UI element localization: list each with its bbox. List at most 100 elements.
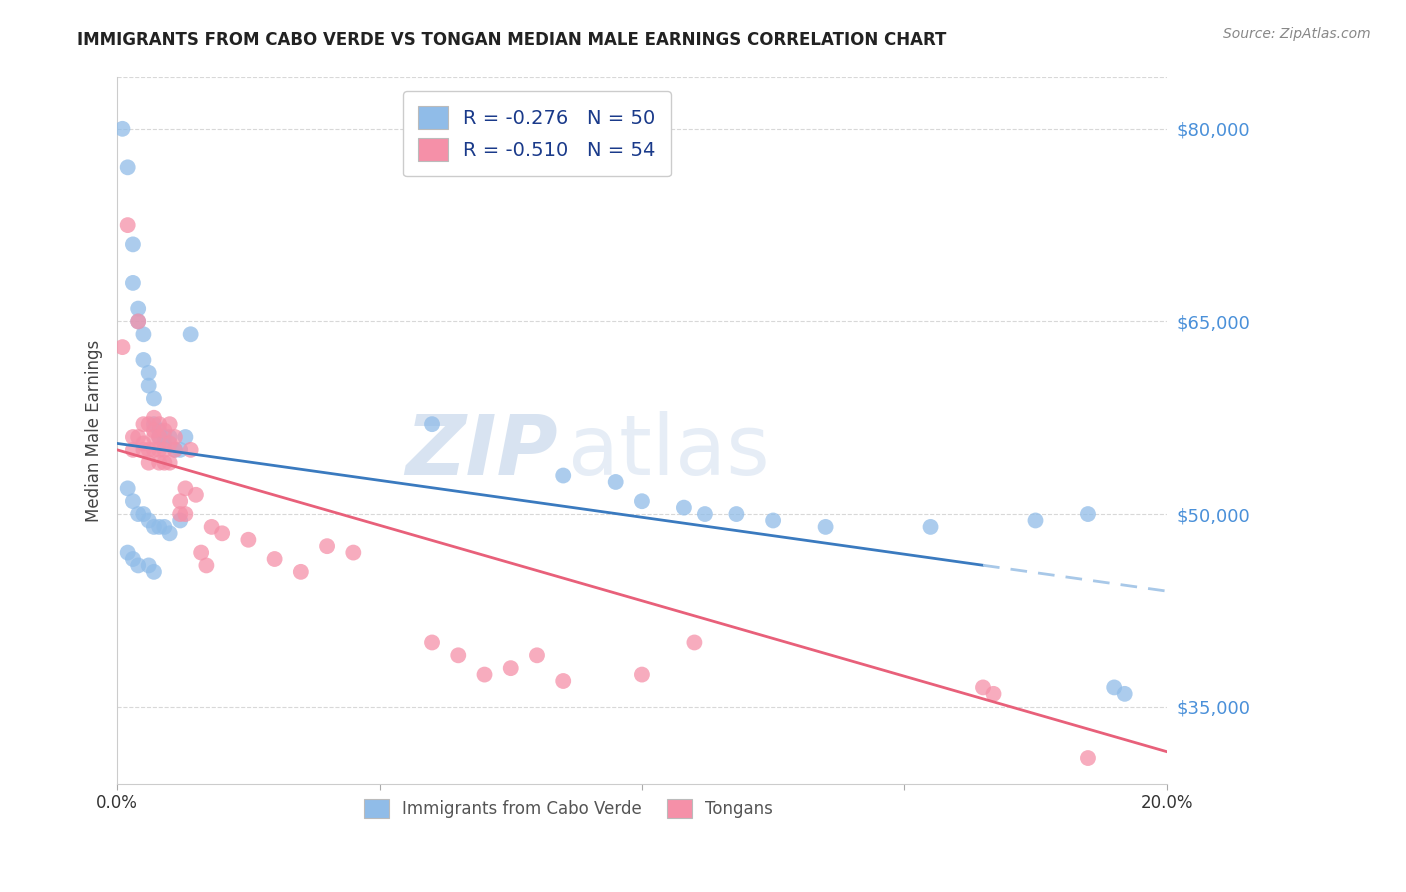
Point xyxy=(169,442,191,457)
Point xyxy=(983,687,1005,701)
Point xyxy=(122,237,145,252)
Point xyxy=(169,507,191,521)
Legend: Immigrants from Cabo Verde, Tongans: Immigrants from Cabo Verde, Tongans xyxy=(357,792,780,825)
Point xyxy=(1114,687,1136,701)
Point xyxy=(153,456,176,470)
Point xyxy=(148,430,170,444)
Point xyxy=(725,507,748,521)
Point xyxy=(127,314,149,328)
Point xyxy=(142,520,165,534)
Point xyxy=(127,314,149,328)
Point xyxy=(163,442,186,457)
Point xyxy=(153,436,176,450)
Point xyxy=(447,648,470,663)
Point xyxy=(153,424,176,438)
Point xyxy=(142,430,165,444)
Point xyxy=(683,635,706,649)
Point xyxy=(553,468,575,483)
Point xyxy=(127,507,149,521)
Point xyxy=(169,494,191,508)
Point xyxy=(201,520,224,534)
Point xyxy=(127,558,149,573)
Point xyxy=(526,648,548,663)
Point xyxy=(762,513,785,527)
Point xyxy=(132,436,155,450)
Point xyxy=(631,494,654,508)
Point xyxy=(420,417,443,432)
Point xyxy=(180,327,202,342)
Point xyxy=(122,430,145,444)
Point xyxy=(1077,507,1099,521)
Point xyxy=(142,417,165,432)
Point xyxy=(290,565,312,579)
Point xyxy=(553,673,575,688)
Point xyxy=(127,301,149,316)
Point xyxy=(814,520,837,534)
Point xyxy=(142,410,165,425)
Point xyxy=(111,121,134,136)
Point xyxy=(499,661,522,675)
Point xyxy=(132,327,155,342)
Point xyxy=(138,378,160,392)
Point xyxy=(163,430,186,444)
Point xyxy=(122,494,145,508)
Point xyxy=(148,430,170,444)
Point xyxy=(153,442,176,457)
Point xyxy=(117,545,139,559)
Point xyxy=(972,681,994,695)
Text: atlas: atlas xyxy=(568,411,770,492)
Point xyxy=(117,161,139,175)
Point xyxy=(159,430,181,444)
Point xyxy=(142,392,165,406)
Point xyxy=(138,513,160,527)
Point xyxy=(474,667,496,681)
Point xyxy=(211,526,233,541)
Point xyxy=(342,545,364,559)
Point xyxy=(605,475,627,489)
Point xyxy=(163,442,186,457)
Point xyxy=(153,430,176,444)
Point xyxy=(142,442,165,457)
Text: Source: ZipAtlas.com: Source: ZipAtlas.com xyxy=(1223,27,1371,41)
Point xyxy=(920,520,942,534)
Point xyxy=(174,482,197,496)
Point xyxy=(132,507,155,521)
Point xyxy=(138,417,160,432)
Point xyxy=(195,558,218,573)
Point xyxy=(127,430,149,444)
Point xyxy=(148,520,170,534)
Point xyxy=(169,513,191,527)
Point xyxy=(263,552,285,566)
Point xyxy=(122,442,145,457)
Point xyxy=(138,558,160,573)
Point xyxy=(316,539,339,553)
Point xyxy=(190,545,212,559)
Text: ZIP: ZIP xyxy=(405,411,558,492)
Point xyxy=(148,456,170,470)
Point xyxy=(148,417,170,432)
Point xyxy=(420,635,443,649)
Point xyxy=(174,507,197,521)
Point xyxy=(1102,681,1125,695)
Point xyxy=(117,482,139,496)
Point xyxy=(132,442,155,457)
Point xyxy=(672,500,695,515)
Point xyxy=(138,366,160,380)
Point xyxy=(174,430,197,444)
Point xyxy=(180,442,202,457)
Text: IMMIGRANTS FROM CABO VERDE VS TONGAN MEDIAN MALE EARNINGS CORRELATION CHART: IMMIGRANTS FROM CABO VERDE VS TONGAN MED… xyxy=(77,31,946,49)
Point xyxy=(1077,751,1099,765)
Point xyxy=(148,424,170,438)
Point xyxy=(159,436,181,450)
Point xyxy=(238,533,260,547)
Point xyxy=(111,340,134,354)
Point xyxy=(159,456,181,470)
Point xyxy=(184,488,207,502)
Point xyxy=(117,218,139,232)
Point xyxy=(138,442,160,457)
Point xyxy=(122,276,145,290)
Point xyxy=(122,552,145,566)
Point xyxy=(631,667,654,681)
Point xyxy=(142,565,165,579)
Point xyxy=(159,417,181,432)
